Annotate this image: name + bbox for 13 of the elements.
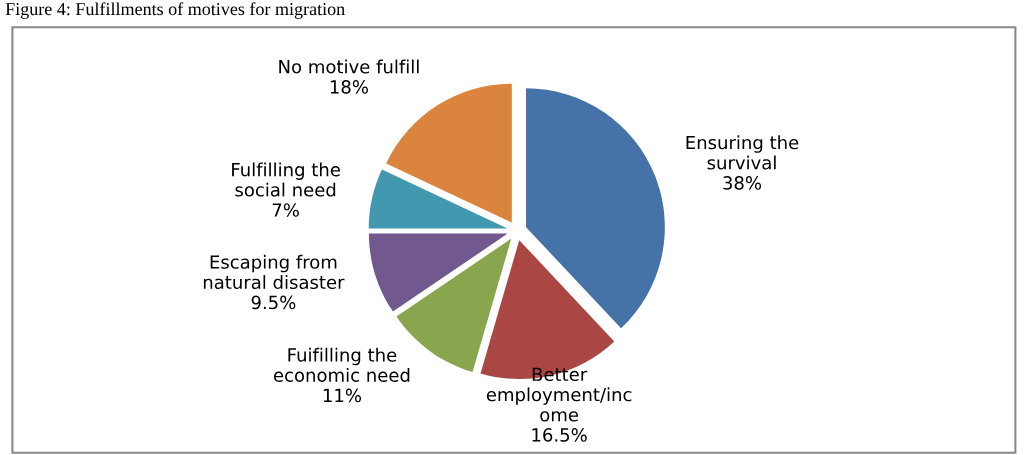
slice-label: No motive fulfill [279,59,419,74]
slice-label: Escaping from natural disaster [203,254,345,290]
data-label: 7% [272,203,299,217]
slice-label: Better employment/inc ome [486,367,632,422]
data-label: 11% [323,388,362,403]
data-label: 38% [723,176,762,190]
slice-label: Ensuring the survival [686,135,799,170]
slice-label: Fuifilling the economic need [273,347,410,382]
data-label: 16.5% [532,428,587,442]
slice-label: Fulfilling the social need [232,162,340,197]
chart-title: Figure 4: Fulfillments of motives for migration [5,2,345,19]
data-label: 18% [330,80,368,94]
data-label: 9.5% [251,295,296,310]
